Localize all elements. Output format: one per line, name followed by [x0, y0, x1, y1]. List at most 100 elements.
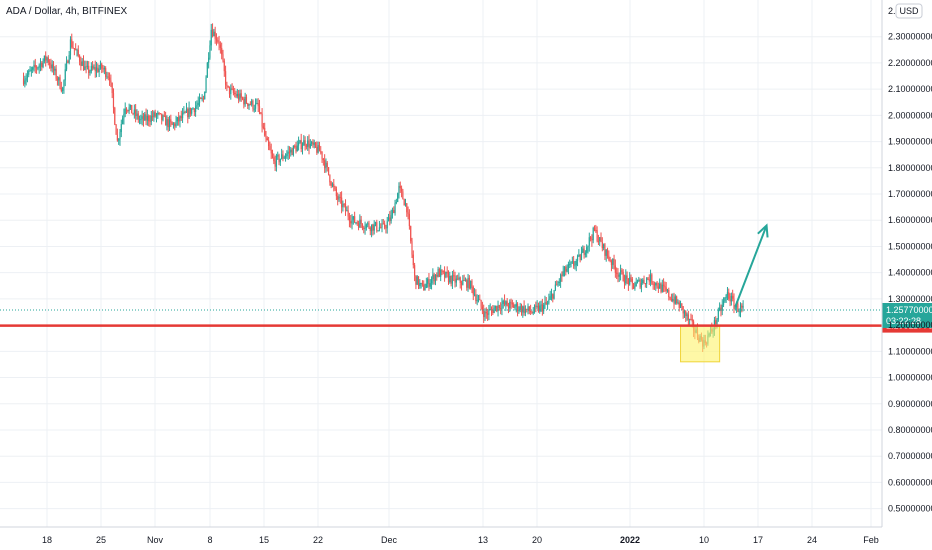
candle	[187, 107, 189, 124]
y-tick-label: 0.50000000	[888, 504, 932, 514]
candle-body	[239, 93, 241, 100]
y-tick-label: 0.70000000	[888, 451, 932, 461]
candle	[652, 281, 654, 290]
candle	[112, 88, 115, 114]
candle	[338, 194, 340, 202]
candle	[408, 209, 410, 230]
candle	[314, 141, 317, 149]
candle-body	[343, 204, 345, 206]
candle-body	[316, 146, 318, 153]
candle	[584, 250, 586, 258]
candle	[733, 293, 735, 314]
candle	[653, 281, 656, 290]
candle-body	[65, 61, 68, 70]
candle-body	[587, 245, 589, 248]
candle	[644, 282, 646, 288]
candle-body	[732, 295, 734, 299]
candle	[211, 23, 214, 38]
candle-body	[639, 279, 641, 288]
candle	[313, 139, 315, 149]
candle	[80, 56, 82, 71]
candle-body	[295, 146, 297, 152]
candle	[321, 151, 323, 163]
candle	[141, 110, 143, 126]
candle-body	[146, 115, 148, 121]
candle-body	[118, 139, 120, 141]
candle-body	[593, 227, 596, 230]
candle-body	[541, 304, 543, 312]
candle	[198, 93, 201, 107]
candle-body	[459, 277, 461, 283]
currency-button[interactable]: USD	[895, 3, 923, 19]
candle	[434, 274, 437, 286]
candle	[428, 273, 430, 291]
candle-body	[141, 116, 143, 119]
candle	[548, 293, 550, 305]
candle-body	[447, 273, 450, 282]
candle	[140, 114, 142, 125]
candle	[614, 259, 616, 278]
candle	[107, 72, 109, 81]
candle	[43, 55, 45, 64]
candle-body	[76, 49, 78, 51]
candle	[330, 180, 332, 189]
candle	[224, 65, 227, 90]
candle	[656, 281, 658, 289]
candle-body	[421, 283, 424, 285]
candle-body	[390, 215, 392, 222]
candle	[565, 265, 567, 276]
candle	[63, 79, 65, 94]
candle-body	[561, 274, 563, 276]
candle	[191, 107, 193, 116]
candle	[88, 61, 90, 79]
candle	[38, 63, 40, 74]
candle	[589, 235, 592, 242]
candle-body	[262, 126, 264, 128]
candle	[724, 297, 726, 303]
candle	[588, 232, 590, 252]
candle	[407, 206, 409, 220]
candle	[621, 268, 623, 275]
candle-body	[209, 45, 211, 58]
candle	[172, 122, 175, 129]
candle	[514, 304, 516, 311]
candle	[593, 225, 596, 232]
candle	[279, 158, 281, 166]
x-tick-label: 2022	[620, 535, 640, 545]
candle	[505, 300, 507, 312]
candle	[412, 250, 414, 269]
candle	[283, 155, 285, 159]
candle	[240, 89, 242, 102]
candle	[369, 226, 371, 236]
candle-body	[221, 47, 223, 55]
candle	[258, 99, 261, 115]
candle-body	[687, 314, 689, 320]
candle	[56, 76, 59, 86]
candle-body	[670, 298, 673, 301]
candle	[532, 307, 534, 316]
candle-body	[552, 294, 554, 299]
candle	[114, 106, 116, 126]
candle	[464, 277, 467, 282]
candle-body	[35, 67, 38, 69]
candle	[520, 303, 523, 316]
candle	[571, 256, 573, 264]
candle	[659, 278, 661, 289]
candle-body	[536, 305, 538, 307]
candle	[516, 302, 519, 317]
candle	[441, 269, 443, 276]
candle	[247, 102, 249, 109]
candle-body	[154, 112, 156, 117]
candle-body	[223, 60, 225, 72]
candle-body	[425, 283, 427, 288]
candle	[92, 61, 94, 71]
candle-body	[601, 242, 603, 249]
candle-body	[543, 304, 545, 312]
candle-body	[440, 269, 442, 277]
candle	[404, 198, 407, 207]
candle-body	[522, 306, 524, 313]
candle	[170, 114, 172, 127]
candle-body	[245, 97, 248, 104]
candle-body	[290, 149, 292, 153]
candle	[365, 223, 367, 231]
